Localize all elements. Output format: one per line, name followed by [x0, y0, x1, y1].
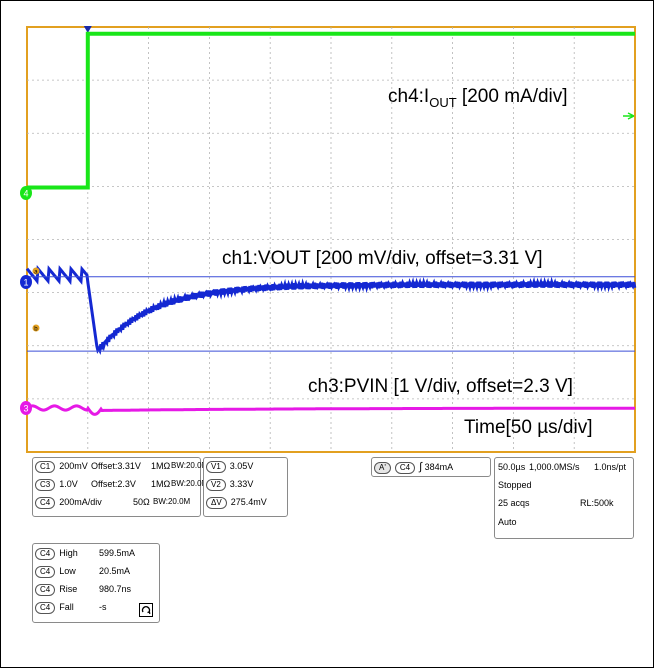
cursor-value: 275.4mV	[230, 497, 267, 507]
channel-impedance: 50Ω	[133, 497, 150, 507]
timebase-row: 50.0µs 1,000.0MS/s 1.0ns/pt	[498, 462, 626, 472]
ch4-ground-marker	[20, 186, 32, 200]
measurement-channel-badge: C4	[35, 602, 56, 614]
measurement-panel: C4 High 599.5mA C4 Low 20.5mA C4 Rise 980.7…	[32, 543, 160, 623]
cursor-row: V1 3.05V	[206, 461, 253, 473]
acquisition-state: Stopped	[498, 480, 532, 490]
refresh-icon[interactable]	[139, 603, 153, 617]
cursor-a-marker-text: a	[34, 270, 38, 276]
cursor-readout-panel: V1 3.05V V2 3.33V ΔV 275.4mV	[203, 457, 288, 517]
ch4-label: ch4:IOUT [200 mA/div]	[388, 86, 568, 110]
measurement-value: -s	[99, 602, 107, 612]
channel-badge: C4	[35, 497, 56, 509]
cursor-b-marker-text: b	[34, 327, 38, 333]
measurement-channel-badge: C4	[35, 566, 56, 578]
record-length: RL:500k	[580, 498, 614, 508]
trigger-row: A' C4 ∫ 384mA	[374, 461, 453, 474]
channel-impedance: 1MΩ	[151, 479, 171, 489]
timebase-panel: 50.0µs 1,000.0MS/s 1.0ns/pt Stopped 25 a…	[494, 457, 634, 539]
cursor-value: 3.33V	[229, 479, 254, 489]
measurement-label: Low	[59, 566, 76, 576]
channel-offset: Offset:3.31V	[91, 461, 141, 471]
ch1-label: ch1:VOUT [200 mV/div, offset=3.31 V]	[222, 248, 543, 269]
cursor-row: V2 3.33V	[206, 479, 253, 491]
measurement-label: Fall	[59, 602, 74, 612]
measurement-row: C4 High 599.5mA	[35, 548, 135, 560]
trigger-level: 384mA	[424, 462, 454, 472]
cursor-b-marker	[32, 324, 40, 332]
ch1-ground-marker-text: 1	[24, 278, 29, 288]
measurement-row: C4 Low 20.5mA	[35, 566, 130, 578]
time-label: Time[50 µs/div]	[464, 417, 593, 438]
ch3-label: ch3:PVIN [1 V/div, offset=2.3 V]	[308, 376, 573, 397]
channel-bandwidth: BW:20.0M	[171, 461, 209, 470]
trigger-panel: A' C4 ∫ 384mA	[371, 457, 491, 477]
ch3-pvin-trace	[26, 404, 635, 416]
trigger-mode-badge: A'	[374, 462, 391, 474]
ch4-label-prefix: ch4:I	[388, 86, 430, 107]
cursor-value: 3.05V	[229, 461, 254, 471]
trigger-channel-badge: C4	[394, 462, 416, 474]
cursor-badge: V2	[206, 479, 226, 491]
acquisition-row: 25 acqs RL:500k	[498, 498, 614, 508]
measurement-value: 980.7ns	[99, 584, 132, 594]
measurement-value: 599.5mA	[99, 548, 136, 558]
sample-rate: 1,000.0MS/s	[529, 462, 580, 472]
measurement-channel-badge: C4	[35, 548, 56, 560]
measurement-label: High	[59, 548, 78, 558]
ch4-trigger-level-marker	[623, 112, 635, 120]
channel-badge: C1	[35, 461, 56, 473]
channel-badge: C3	[35, 479, 56, 491]
ch1-vout-trace	[25, 265, 637, 356]
ch4-label-sub: OUT	[429, 94, 457, 110]
channel-scale: 200mA/div	[59, 497, 102, 507]
cursor-a-marker	[32, 267, 40, 275]
ch4-ground-marker-text: 4	[24, 189, 29, 199]
channel-impedance: 1MΩ	[151, 461, 171, 471]
ch4-label-suffix: [200 mA/div]	[456, 86, 568, 107]
ch3-ground-marker-text: 3	[24, 404, 29, 414]
trigger-slope-icon: ∫	[419, 461, 423, 473]
time-per-div: 50.0µs	[498, 462, 526, 472]
channel-row: C4 200mA/div 50Ω BW:20.0M	[35, 497, 190, 509]
channel-scale: 1.0V	[59, 479, 78, 489]
ch3-ground-marker	[20, 401, 32, 415]
ch1-ground-marker	[20, 275, 32, 289]
cursor-badge: V1	[206, 461, 226, 473]
channel-row: C3 1.0V Offset:2.3V 1MΩ BW:20.0M	[35, 479, 208, 491]
measurement-row: C4 Fall -s	[35, 602, 107, 614]
channel-bandwidth: BW:20.0M	[153, 497, 191, 506]
acquisition-count: 25 acqs	[498, 498, 530, 508]
channel-settings-panel: C1 200mV Offset:3.31V 1MΩ BW:20.0M C3 1.0V…	[32, 457, 208, 517]
time-per-point: 1.0ns/pt	[594, 462, 627, 472]
channel-row: C1 200mV Offset:3.31V 1MΩ BW:20.0M	[35, 461, 208, 473]
measurement-channel-badge: C4	[35, 584, 56, 596]
measurement-label: Rise	[59, 584, 78, 594]
channel-bandwidth: BW:20.0M	[171, 479, 209, 488]
cursor-row: ΔV 275.4mV	[206, 497, 267, 509]
channel-offset: Offset:2.3V	[91, 479, 136, 489]
trigger-sweep-mode: Auto	[498, 517, 517, 527]
channel-scale: 200mV	[59, 461, 88, 471]
measurement-value: 20.5mA	[99, 566, 131, 576]
cursor-badge: ΔV	[206, 497, 227, 509]
ch4-iout-trace	[27, 31, 635, 190]
measurement-row: C4 Rise 980.7ns	[35, 584, 131, 596]
